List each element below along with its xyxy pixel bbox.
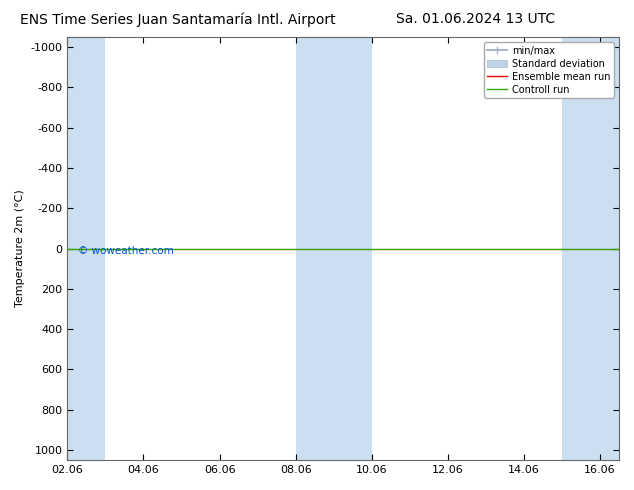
Text: © woweather.com: © woweather.com bbox=[79, 246, 174, 256]
Text: ENS Time Series Juan Santamaría Intl. Airport: ENS Time Series Juan Santamaría Intl. Ai… bbox=[20, 12, 335, 27]
Y-axis label: Temperature 2m (°C): Temperature 2m (°C) bbox=[15, 190, 25, 307]
Bar bbox=[67, 37, 105, 460]
Legend: min/max, Standard deviation, Ensemble mean run, Controll run: min/max, Standard deviation, Ensemble me… bbox=[484, 42, 614, 98]
Bar bbox=[295, 37, 372, 460]
Text: Sa. 01.06.2024 13 UTC: Sa. 01.06.2024 13 UTC bbox=[396, 12, 555, 26]
Bar bbox=[562, 37, 619, 460]
